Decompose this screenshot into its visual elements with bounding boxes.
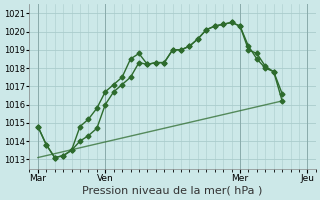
X-axis label: Pression niveau de la mer( hPa ): Pression niveau de la mer( hPa ) bbox=[83, 186, 263, 196]
